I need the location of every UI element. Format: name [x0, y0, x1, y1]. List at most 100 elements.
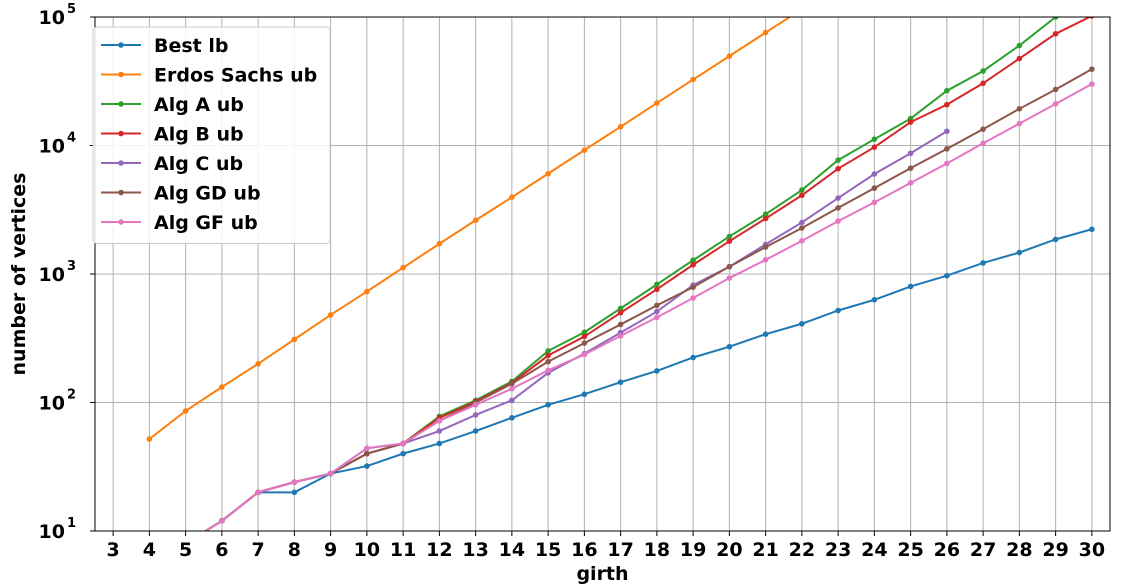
series-best-lb [147, 226, 1095, 573]
data-point [835, 205, 841, 211]
data-point [581, 351, 588, 358]
x-tick-label: 9 [324, 539, 337, 561]
y-tick-exponent: 3 [67, 259, 76, 274]
y-tick-label: 10 [39, 136, 65, 158]
data-point [726, 343, 733, 350]
data-point [799, 225, 805, 231]
data-point [654, 281, 660, 288]
x-tick-label: 29 [1042, 539, 1068, 561]
data-point [871, 296, 878, 303]
data-point [1089, 226, 1095, 233]
data-point [835, 218, 841, 224]
data-point [1016, 106, 1023, 112]
y-axis-label: number of vertices [8, 173, 30, 376]
data-point [509, 194, 515, 200]
data-point [726, 233, 733, 240]
series-alg-gf-ub [203, 81, 1095, 531]
data-point [1052, 236, 1059, 243]
data-point [400, 440, 406, 447]
data-point [255, 361, 261, 367]
data-point [581, 391, 588, 398]
data-point [436, 440, 443, 447]
data-point [654, 100, 660, 106]
data-point [690, 354, 696, 361]
data-point [1089, 66, 1095, 72]
data-point [147, 567, 153, 573]
x-tick-label: 7 [252, 539, 265, 561]
data-point [690, 284, 696, 290]
x-tick-label: 8 [288, 539, 301, 561]
legend-label: Alg C ub [154, 153, 243, 175]
x-tick-label: 28 [1006, 539, 1032, 561]
data-point [1052, 31, 1059, 37]
data-point [436, 418, 443, 424]
series-layer [146, 6, 1095, 573]
series-line-best-lb [203, 228, 1093, 531]
data-point [617, 309, 624, 316]
legend-item: Best lb [101, 35, 229, 57]
y-tick-exponent: 4 [67, 131, 76, 146]
data-point [726, 53, 733, 59]
data-point [581, 340, 588, 346]
y-tick-label: 10 [39, 393, 65, 415]
data-point [980, 68, 986, 74]
data-point [509, 415, 515, 421]
data-point [762, 29, 769, 36]
x-tick-label: 16 [571, 539, 597, 561]
data-point [545, 170, 551, 177]
x-tick-label: 10 [354, 539, 380, 561]
data-point [509, 380, 515, 387]
data-point [980, 80, 986, 87]
legend-label: Alg GD ub [154, 183, 261, 205]
data-point [907, 150, 914, 157]
data-point [871, 136, 878, 142]
data-point [654, 308, 660, 315]
legend-label: Alg GF ub [154, 212, 258, 234]
x-tick-label: 20 [716, 539, 742, 561]
data-point [1016, 249, 1023, 256]
data-point [944, 128, 950, 135]
data-point [654, 302, 660, 309]
legend-label: Erdos Sachs ub [154, 65, 317, 87]
data-point [1052, 101, 1059, 107]
data-point [364, 288, 370, 295]
data-point [1016, 55, 1023, 62]
data-point [871, 171, 878, 177]
x-tick-label: 15 [535, 539, 561, 561]
x-tick-label: 4 [143, 539, 156, 561]
x-tick-label: 21 [752, 539, 778, 561]
y-tick-label: 10 [39, 264, 65, 286]
data-point [726, 275, 733, 281]
series-erdos-sachs-ub [146, 6, 805, 442]
data-point [327, 312, 334, 318]
data-point [327, 470, 334, 477]
data-point [291, 479, 298, 485]
data-point [1016, 42, 1023, 49]
data-point [364, 450, 370, 457]
legend-marker [118, 42, 124, 48]
x-tick-label: 26 [934, 539, 960, 561]
data-point [907, 283, 914, 290]
legend-marker [118, 101, 124, 107]
data-point [654, 314, 660, 321]
data-point [762, 244, 769, 250]
data-point [472, 217, 479, 224]
x-tick-label: 13 [462, 539, 488, 561]
x-tick-label: 19 [680, 539, 706, 561]
data-point [835, 307, 841, 314]
legend-item: Alg GD ub [101, 183, 261, 205]
data-point [581, 147, 588, 153]
data-point [799, 6, 805, 12]
data-point [944, 101, 950, 108]
data-point [762, 256, 769, 263]
data-point [871, 185, 878, 191]
data-point [1016, 120, 1023, 127]
data-point [690, 257, 696, 264]
data-point [545, 352, 551, 359]
data-point [980, 126, 986, 132]
y-tick-exponent: 2 [67, 388, 76, 403]
data-point [944, 160, 950, 167]
data-point [799, 219, 805, 226]
data-point [944, 272, 950, 279]
legend-item: Alg B ub [101, 124, 244, 146]
